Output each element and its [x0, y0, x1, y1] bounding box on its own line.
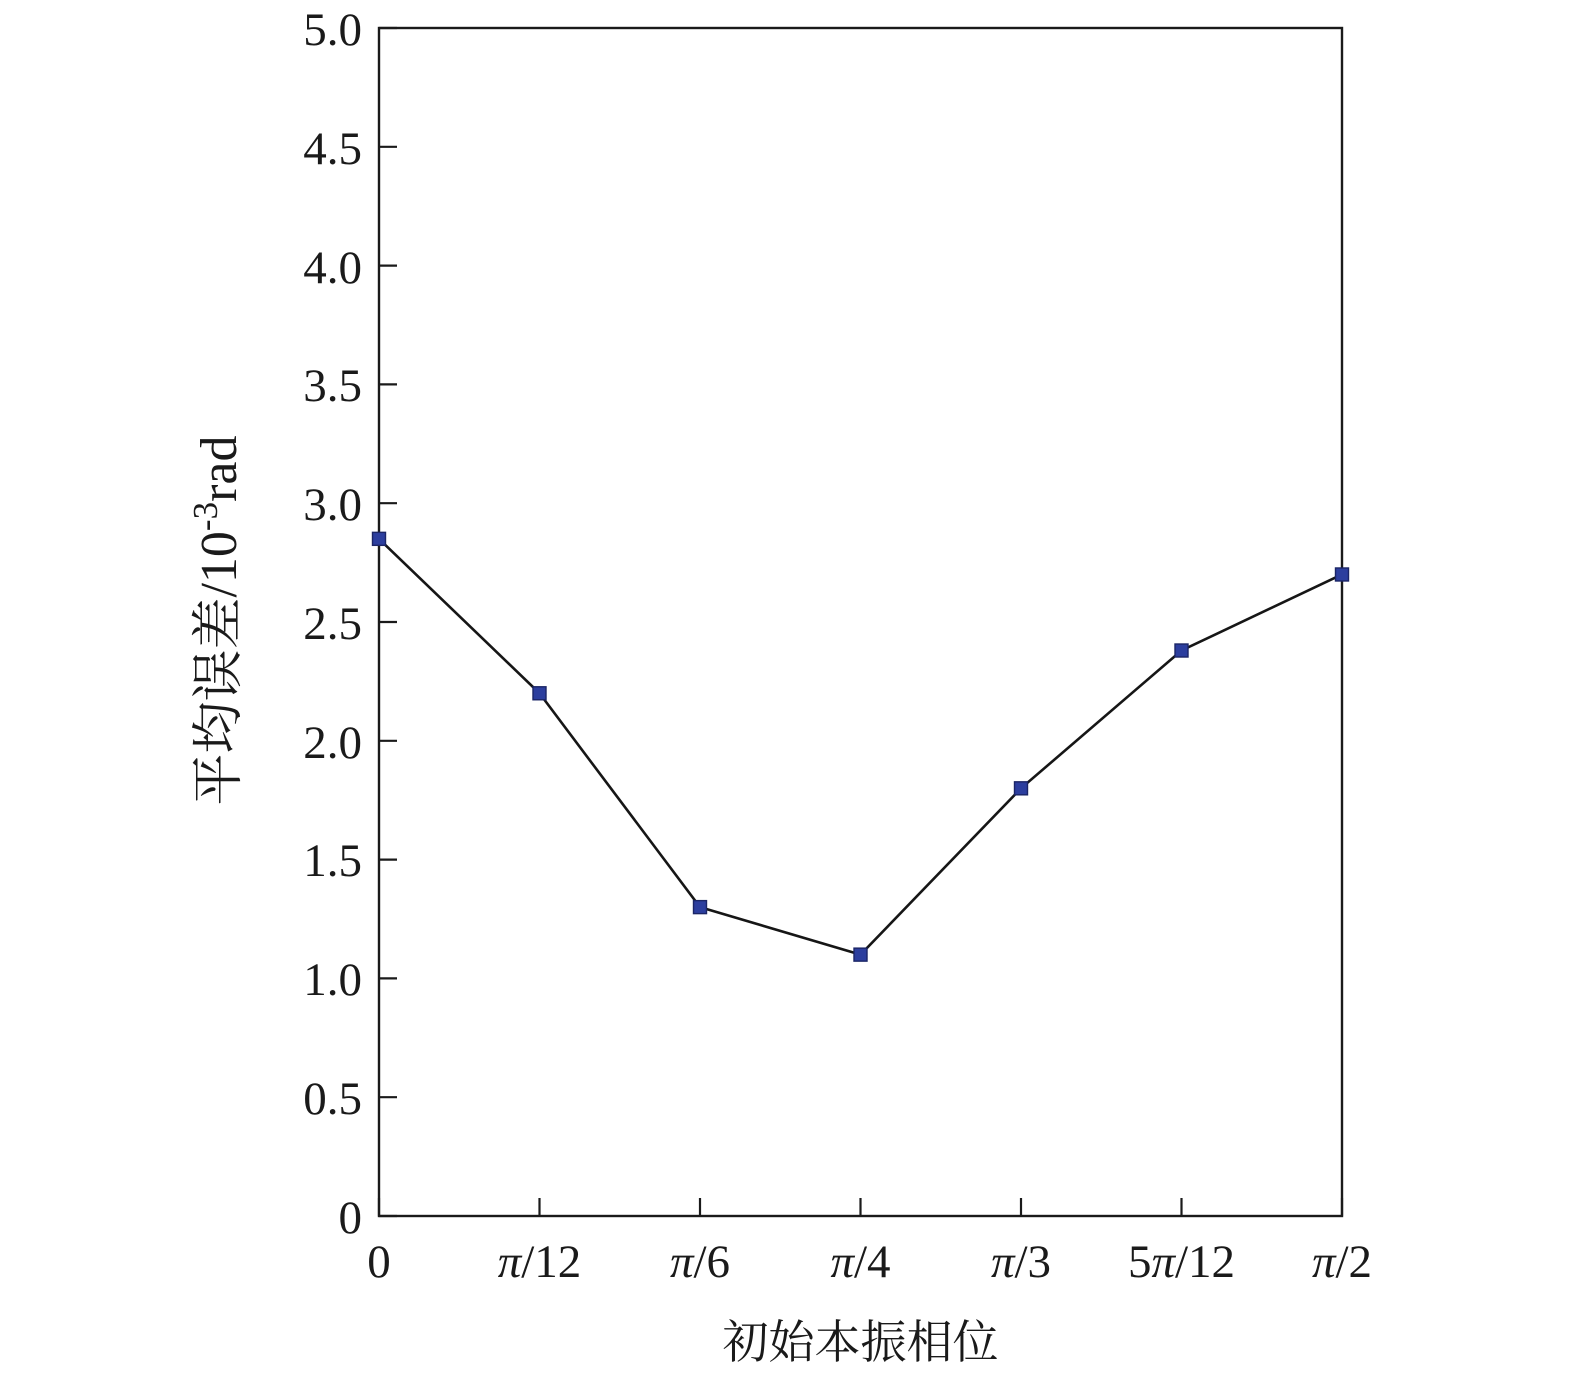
- svg-text:π/6: π/6: [670, 1236, 730, 1288]
- svg-text:平均误差/10-3rad: 平均误差/10-3rad: [186, 435, 248, 805]
- svg-text:4.5: 4.5: [303, 123, 362, 175]
- svg-text:3.0: 3.0: [303, 479, 362, 531]
- svg-text:5.0: 5.0: [303, 4, 362, 56]
- svg-text:1.0: 1.0: [303, 954, 362, 1006]
- svg-text:1.5: 1.5: [303, 835, 362, 887]
- svg-text:π/4: π/4: [830, 1236, 890, 1288]
- svg-text:π/12: π/12: [498, 1236, 582, 1288]
- svg-text:2.0: 2.0: [303, 717, 362, 769]
- svg-text:5π/12: 5π/12: [1128, 1236, 1235, 1288]
- svg-text:0: 0: [367, 1236, 391, 1288]
- svg-text:0.5: 0.5: [303, 1073, 362, 1125]
- svg-text:4.0: 4.0: [303, 242, 362, 294]
- svg-text:2.5: 2.5: [303, 598, 362, 650]
- svg-text:π/3: π/3: [991, 1236, 1051, 1288]
- svg-text:3.5: 3.5: [303, 360, 362, 412]
- svg-text:π/2: π/2: [1312, 1236, 1372, 1288]
- svg-text:0: 0: [339, 1192, 363, 1244]
- svg-text:初始本振相位: 初始本振相位: [723, 1317, 999, 1368]
